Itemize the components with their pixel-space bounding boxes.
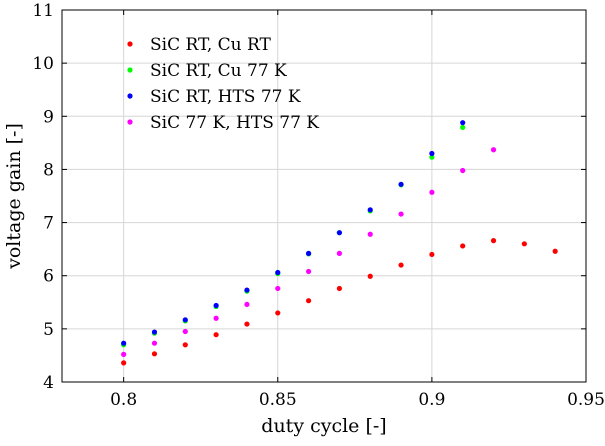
y-tick-label: 7 [43,214,54,234]
data-point-series-4 [244,301,250,308]
x-axis-title: duty cycle [-] [261,415,386,437]
x-tick-label: 0.95 [567,390,605,410]
data-points [121,120,558,366]
data-point-series-4 [460,167,466,174]
data-point-series-4 [336,250,343,256]
x-tick-label: 0.8 [110,390,137,410]
data-point-series-4 [490,147,497,153]
data-point-series-3 [398,181,404,187]
data-point-series-1 [121,360,127,366]
data-point-series-4 [367,231,373,237]
legend-marker [127,67,133,73]
x-tick-label: 0.9 [418,390,445,410]
data-point-series-1 [305,298,312,304]
legend-marker [127,41,133,47]
legend-marker [127,93,133,99]
data-point-series-4 [429,189,435,195]
y-tick-label: 8 [43,160,54,180]
data-point-series-1 [336,285,343,292]
legend-marker [127,119,133,125]
data-point-series-2 [429,154,435,160]
data-point-series-3 [336,230,343,236]
data-point-series-1 [429,251,435,258]
data-point-series-4 [275,285,281,292]
data-point-series-4 [151,340,158,346]
data-point-series-1 [213,332,219,338]
data-point-series-3 [275,269,281,276]
data-point-series-3 [429,150,435,157]
data-point-series-3 [121,340,127,346]
legend-label: SiC 77 K, HTS 77 K [150,113,319,133]
y-tick-label: 5 [43,320,54,340]
data-point-series-1 [244,321,250,327]
y-tick-label: 4 [43,373,54,393]
data-point-series-4 [305,268,312,275]
data-point-series-3 [151,329,158,335]
plot-frame [61,9,587,383]
y-tick-label: 9 [43,107,54,127]
data-point-series-3 [182,317,188,323]
data-point-series-1 [521,241,527,247]
data-point-series-1 [151,351,158,357]
data-point-series-1 [182,342,188,348]
data-point-series-3 [367,207,373,213]
data-point-series-1 [552,248,558,254]
data-point-series-1 [275,310,281,316]
legend: SiC RT, Cu RT SiC RT, Cu 77 K SiC RT, HTS … [127,35,319,133]
data-point-series-1 [460,243,466,249]
data-point-series-4 [182,328,188,335]
x-tick-label: 0.85 [259,390,297,410]
data-point-series-1 [398,262,404,268]
data-point-series-3 [244,287,250,293]
legend-label: SiC RT, HTS 77 K [150,87,301,107]
data-point-series-3 [460,120,466,126]
y-tick-label: 11 [32,1,54,21]
y-tick-label: 6 [43,267,54,287]
axis-ticks: 0.8 0.85 0.9 0.95 4 5 6 7 8 9 10 11 [32,1,605,410]
legend-label: SiC RT, Cu RT [150,35,272,55]
data-point-series-1 [490,238,497,244]
data-point-series-3 [213,302,219,309]
y-axis-title: voltage gain [-] [3,123,25,270]
data-point-series-4 [121,351,127,357]
y-tick-label: 10 [32,54,54,74]
data-point-series-3 [305,250,312,256]
data-point-series-2 [460,124,466,131]
data-point-series-4 [398,211,404,217]
data-point-series-4 [213,315,219,321]
data-point-series-1 [367,273,373,279]
legend-label: SiC RT, Cu 77 K [150,61,287,81]
